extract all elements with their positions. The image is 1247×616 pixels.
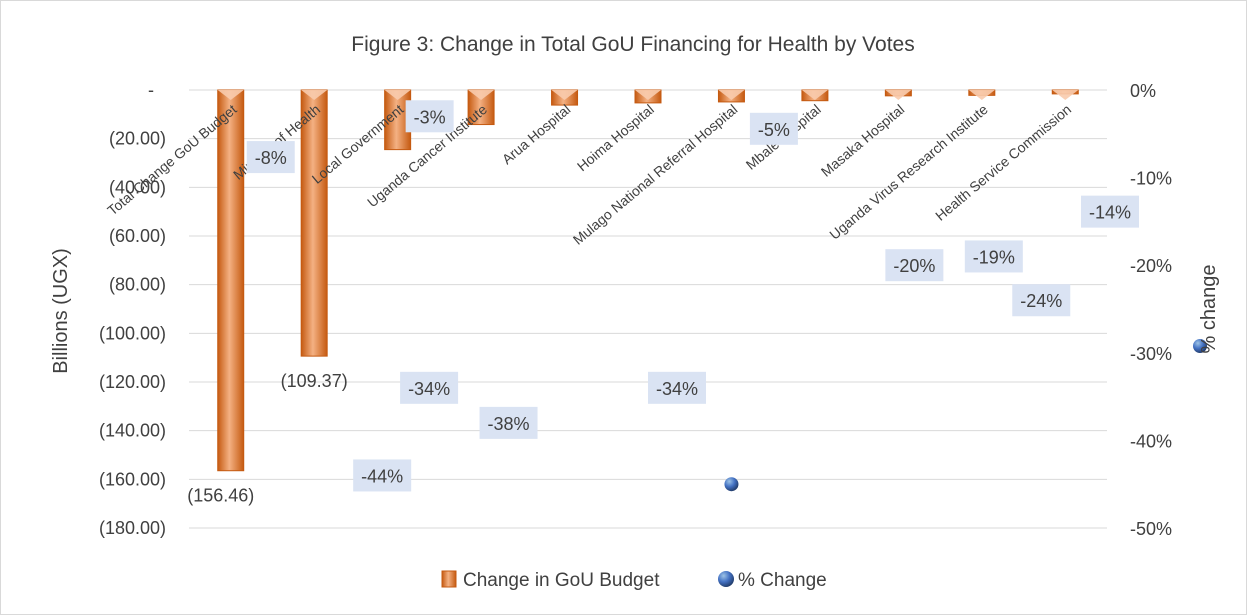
y-tick-label: (60.00) <box>109 226 166 246</box>
percent-data-label: -20% <box>893 256 935 276</box>
percent-label-box <box>353 459 412 492</box>
percent-label-box <box>1012 284 1071 317</box>
bar-data-label: (109.37) <box>281 371 348 391</box>
bar-top-highlight <box>217 90 244 100</box>
axes: - (20.00) (40.00) (60.00) (80.00) (100.00) (12… <box>99 80 1172 539</box>
percent-data-label: -34% <box>656 379 698 399</box>
bar-top-highlight <box>718 90 745 100</box>
percent-data-label: -5% <box>758 120 790 140</box>
category-label: Uganda Virus Research Institute <box>826 101 991 243</box>
percent-label-box <box>964 240 1023 273</box>
legend-stray-point <box>1193 339 1207 353</box>
legend-point-swatch <box>718 571 734 587</box>
y2-tick-label: -50% <box>1130 519 1172 539</box>
data-labels: (156.46) (109.37) -8% -44% -3% -34% -38% -34% -5… <box>187 100 1139 506</box>
percent-label-box <box>400 371 459 404</box>
category-label: Arua Hospital <box>499 101 574 167</box>
bar-top-highlight <box>968 90 995 100</box>
y2-tick-label: -30% <box>1130 344 1172 364</box>
percent-label-box <box>405 100 454 133</box>
bar-top-highlight <box>1052 90 1079 100</box>
y-axis-title: Billions (UGX) <box>50 248 72 374</box>
y-tick-label: (120.00) <box>99 372 166 392</box>
y2-tick-label: -40% <box>1130 431 1172 451</box>
y-tick-label: (40.00) <box>109 177 166 197</box>
y-tick-label: (20.00) <box>109 129 166 149</box>
legend-bar-label: Change in GoU Budget <box>463 570 660 591</box>
bar-top-highlight <box>384 90 411 100</box>
y2-tick-label: -20% <box>1130 256 1172 276</box>
y-tick-label: (80.00) <box>109 275 166 295</box>
bar-top-highlight <box>801 90 828 100</box>
y2-tick-label: 0% <box>1130 81 1156 101</box>
bar-top-highlight <box>635 90 661 100</box>
percent-data-label: -38% <box>488 414 530 434</box>
bar-top-highlight <box>468 90 495 100</box>
bar <box>217 89 245 472</box>
percent-label-box <box>749 112 798 145</box>
percent-label-box <box>479 406 538 439</box>
percent-label-box <box>648 371 706 404</box>
category-labels: Total Change GoU BudgetMinistry of Healt… <box>104 101 1074 248</box>
category-label: Hoima Hospital <box>574 101 657 174</box>
percent-data-label: -14% <box>1089 203 1131 223</box>
category-label: Masaka Hospital <box>818 101 908 180</box>
points <box>724 339 1207 492</box>
percent-data-label: -44% <box>361 466 403 486</box>
percent-data-label: -8% <box>255 148 287 168</box>
category-label: Mulago National Referral Hospital <box>570 101 741 248</box>
bar-data-label: (156.46) <box>187 486 254 506</box>
bar <box>300 89 328 357</box>
percent-data-label: -24% <box>1020 291 1062 311</box>
y-tick-label: (140.00) <box>99 421 166 441</box>
bars <box>217 89 1079 472</box>
percent-data-label: -3% <box>414 107 446 127</box>
legend: Change in GoU Budget % Change <box>441 570 827 591</box>
percent-data-label: -34% <box>408 379 450 399</box>
bar-top-highlight <box>551 90 578 100</box>
percent-data-label: -19% <box>973 247 1015 267</box>
legend-bar-swatch <box>441 570 457 588</box>
legend-point-label: % Change <box>738 570 827 591</box>
category-label: Health Service Commission <box>932 101 1074 224</box>
y2-axis-title: % change <box>1198 265 1220 354</box>
percent-label-box <box>246 141 295 174</box>
percent-point <box>724 477 739 492</box>
gridlines <box>189 89 1107 529</box>
percent-label-box <box>885 249 944 282</box>
y-tick-label: (100.00) <box>99 323 166 343</box>
chart-title: Figure 3: Change in Total GoU Financing … <box>351 33 914 56</box>
y-tick-label: (180.00) <box>99 518 166 538</box>
bar-top-highlight <box>301 90 328 100</box>
y2-tick-label: -10% <box>1130 169 1172 189</box>
percent-label-box <box>1081 195 1139 228</box>
bar-top-highlight <box>885 90 912 100</box>
y-tick-label: - <box>148 80 154 100</box>
y-tick-label: (160.00) <box>99 469 166 489</box>
